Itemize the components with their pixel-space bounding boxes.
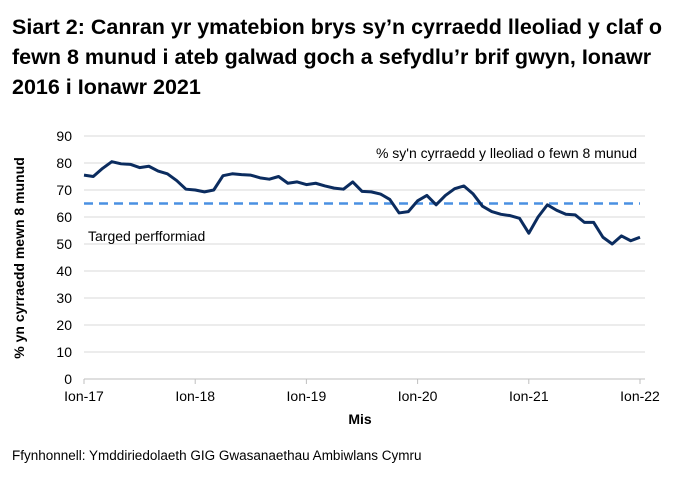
source-note: Ffynhonnell: Ymddiriedolaeth GIG Gwasana… — [12, 448, 422, 463]
y-tick-label: 0 — [64, 371, 72, 387]
y-axis-title: % yn cyrraedd mewn 8 munud — [11, 157, 27, 359]
y-tick-label: 40 — [56, 263, 72, 279]
x-tick-label: Ion-19 — [287, 388, 327, 404]
y-tick-label: 20 — [56, 317, 72, 333]
x-tick-label: Ion-22 — [620, 388, 660, 404]
y-tick-label: 10 — [56, 344, 72, 360]
series-line — [83, 160, 641, 246]
chart-title: Siart 2: Canran yr ymatebion brys sy’n c… — [12, 15, 663, 99]
y-tick-label: 90 — [56, 128, 72, 144]
y-tick-label: 30 — [56, 290, 72, 306]
y-tick-label: 70 — [56, 182, 72, 198]
y-tick-label: 50 — [56, 236, 72, 252]
target-label: Targed perfformiad — [88, 228, 205, 244]
series-label: % sy'n cyrraedd y lleoliad o fewn 8 munu… — [376, 145, 637, 161]
x-tick-label: Ion-17 — [64, 388, 104, 404]
x-tick-label: Ion-21 — [509, 388, 549, 404]
x-axis-title: Mis — [348, 411, 372, 427]
x-tick-label: Ion-18 — [175, 388, 215, 404]
y-tick-label: 60 — [56, 209, 72, 225]
y-tick-label: 80 — [56, 155, 72, 171]
x-tick-label: Ion-20 — [398, 388, 438, 404]
